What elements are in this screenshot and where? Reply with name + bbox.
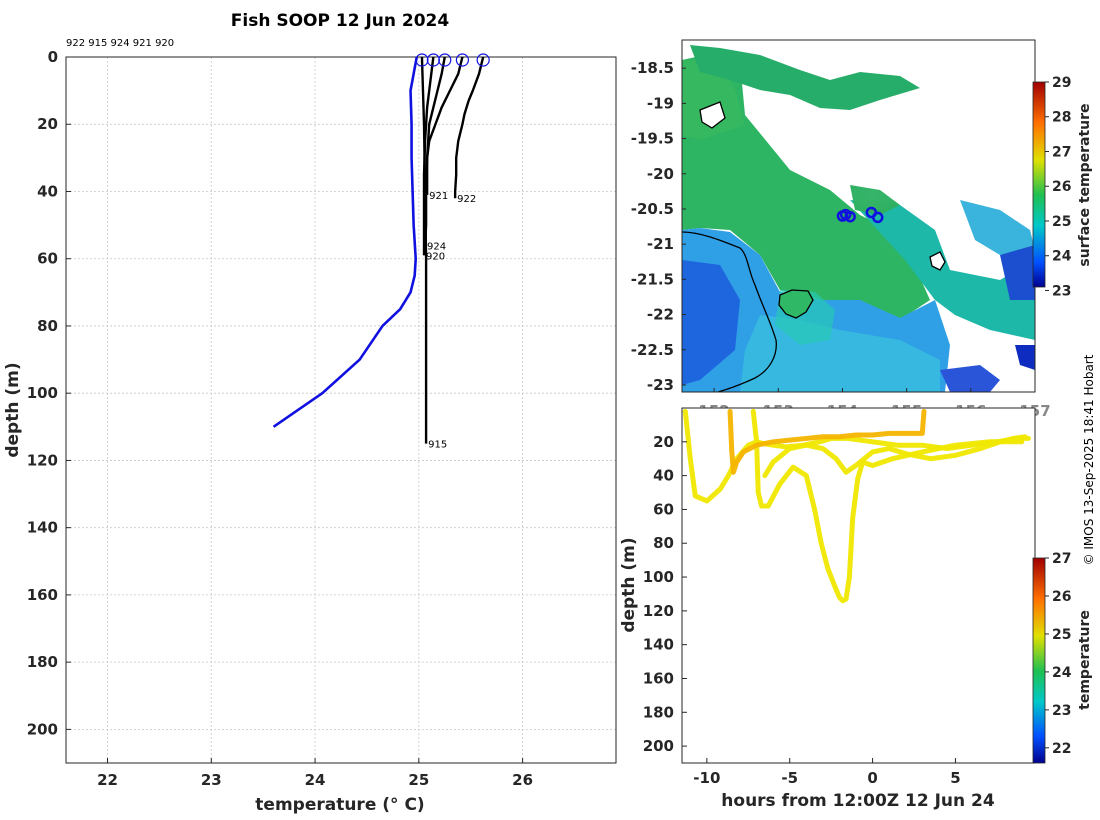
left-y-tick-label: 80 (37, 317, 58, 335)
section-x-label: hours from 12:00Z 12 Jun 24 (721, 791, 995, 811)
map-lat-tick-label: -23 (647, 376, 674, 394)
left-y-tick-label: 100 (27, 384, 58, 402)
temp-colorbar-tick-label: 22 (1052, 741, 1071, 757)
credit-footer: © IMOS 13-Sep-2025 18:41 Hobart (1082, 354, 1096, 565)
map-lat-tick-label: -19 (647, 94, 674, 112)
sst-colorbar-tick-label: 25 (1052, 214, 1071, 230)
profile-id-label: 922 (457, 194, 476, 205)
temp-colorbar-tick-label: 23 (1052, 703, 1071, 719)
sst-colorbar-ticks: 23 24 25 26 27 28 29 (1045, 75, 1072, 299)
section-y-tick-label: 40 (653, 467, 674, 485)
section-y-tick-label: 60 (653, 500, 674, 518)
map-lat-tick-label: -22.5 (631, 341, 674, 359)
left-x-ticks: 22 23 24 25 26 (97, 758, 533, 789)
sst-colorbar-tick-label: 23 (1052, 283, 1071, 299)
map-lat-tick-label: -22 (647, 306, 674, 324)
sst-colorbar (1032, 81, 1046, 288)
section-trace-1 (750, 408, 1025, 604)
section-y-tick-label: 80 (653, 534, 674, 552)
section-traces (682, 408, 1031, 604)
sst-colorbar-tick-label: 27 (1052, 144, 1071, 160)
section-y-tick-label: 180 (643, 703, 674, 721)
section-y-tick-label: 20 (653, 433, 674, 451)
section-x-tick-label: -5 (781, 769, 798, 787)
profile-line-915 (420, 56, 428, 444)
left-y-tick-label: 160 (27, 586, 58, 604)
profile-line-924 (423, 56, 446, 246)
map-lat-tick-label: -21 (647, 235, 674, 253)
left-y-tick-label: 200 (27, 720, 58, 738)
left-x-tick-label: 25 (408, 771, 429, 789)
left-x-tick-label: 22 (97, 771, 118, 789)
left-y-tick-label: 180 (27, 653, 58, 671)
temp-colorbar-tick-label: 25 (1052, 627, 1071, 643)
section-axes-bg (682, 408, 1035, 763)
left-x-tick-label: 23 (201, 771, 222, 789)
sst-colorbar-tick-label: 26 (1052, 179, 1071, 195)
climatology-series (272, 56, 419, 428)
map-station-marker-920 (872, 211, 884, 224)
left-grid (66, 56, 616, 763)
profile-id-label: 920 (426, 251, 445, 262)
temp-colorbar-tick-label: 24 (1052, 665, 1072, 681)
temp-colorbar (1032, 557, 1046, 764)
section-x-tick-label: 5 (950, 769, 960, 787)
profile-id-label: 924 (427, 241, 446, 252)
profile-id-header: 922 915 924 921 920 (66, 38, 174, 49)
map-station-marker-921 (844, 210, 856, 223)
map-lat-ticks: -18.5 -19 -19.5 -20 -20.5 -21 -21.5 -22 -22.5 -23 (631, 59, 686, 394)
map-lat-tick-label: -18.5 (631, 59, 674, 77)
left-axes-frame (65, 56, 617, 764)
left-y-tick-label: 0 (48, 48, 58, 66)
left-y-label: depth (m) (3, 362, 23, 457)
map-lat-tick-label: -20.5 (631, 200, 674, 218)
sst-colorbar-label: surface temperature (1077, 103, 1093, 266)
profile-start-marker-921 (455, 53, 470, 67)
profile-line-920 (422, 56, 435, 256)
left-y-tick-label: 20 (37, 115, 58, 133)
section-y-tick-label: 160 (643, 669, 674, 687)
section-y-tick-label: 120 (643, 602, 674, 620)
left-y-tick-label: 60 (37, 250, 58, 268)
section-trace-2 (762, 434, 1028, 479)
section-y-label: depth (m) (619, 537, 639, 632)
profile-line-922 (453, 56, 485, 199)
left-y-tick-label: 40 (37, 182, 58, 200)
profile-start-marker-922 (476, 53, 490, 67)
left-x-tick-label: 26 (512, 771, 533, 789)
section-x-tick-label: 0 (867, 769, 877, 787)
left-y-tick-label: 120 (27, 451, 58, 469)
map-station-marker-915 (836, 210, 849, 222)
section-x-tick-label: -10 (693, 769, 720, 787)
section-y-tick-label: 200 (643, 737, 674, 755)
sst-colorbar-tick-label: 28 (1052, 110, 1071, 126)
section-y-tick-label: 100 (643, 568, 674, 586)
sst-colorbar-tick-label: 24 (1052, 249, 1072, 265)
map-lat-tick-label: -21.5 (631, 270, 674, 288)
section-y-ticks: 20 40 60 80 100 120 140 160 180 200 (643, 433, 687, 755)
sst-map (682, 40, 1035, 392)
section-x-ticks: -10 -5 0 5 (693, 758, 961, 787)
temp-colorbar-ticks: 22 23 24 25 26 27 (1045, 551, 1072, 757)
left-y-tick-label: 140 (27, 519, 58, 537)
profile-id-label: 915 (428, 440, 447, 451)
map-lat-tick-label: -19.5 (631, 130, 674, 148)
section-trace-3 (727, 408, 927, 475)
left-y-ticks: 0 20 40 60 80 100 120 140 160 180 200 (27, 48, 71, 738)
temp-colorbar-tick-label: 27 (1052, 551, 1071, 567)
profile-id-label: 921 (429, 191, 448, 202)
profile-start-marker-915 (415, 53, 429, 67)
map-lat-tick-label: -20 (647, 165, 674, 183)
left-title: Fish SOOP 12 Jun 2024 (231, 11, 450, 31)
section-y-tick-label: 140 (643, 636, 674, 654)
map-stations (836, 206, 884, 224)
temp-colorbar-label: temperature (1077, 610, 1093, 710)
sst-colorbar-tick-label: 29 (1052, 75, 1071, 91)
left-x-tick-label: 24 (305, 771, 326, 789)
climatology-line (272, 56, 419, 428)
temp-colorbar-tick-label: 26 (1052, 589, 1071, 605)
left-x-label: temperature (° C) (255, 795, 424, 815)
